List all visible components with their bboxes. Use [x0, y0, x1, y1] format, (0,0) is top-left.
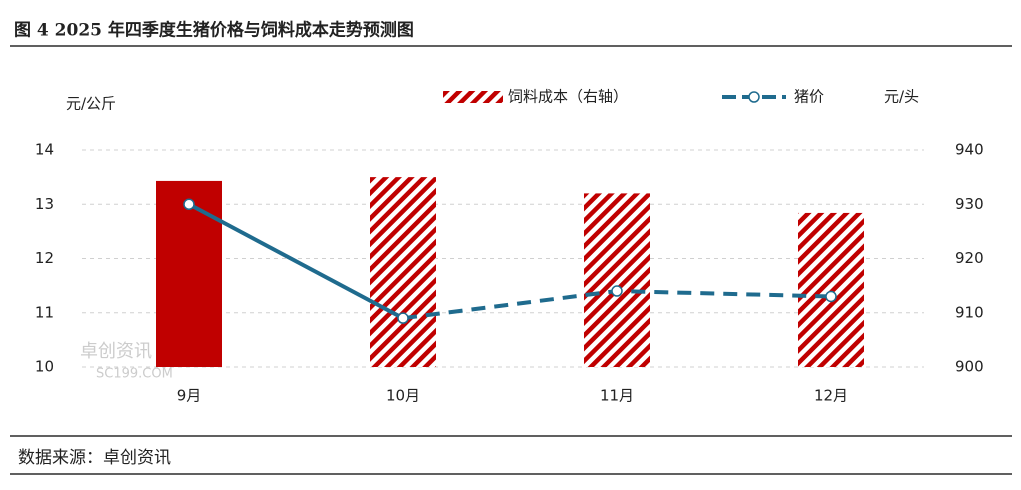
- x-tick-label: 11月: [600, 387, 634, 405]
- y2-tick-label: 930: [955, 195, 984, 213]
- y2-tick-label: 900: [955, 358, 984, 376]
- y-tick-label: 13: [35, 195, 54, 213]
- legend-label: 饲料成本（右轴）: [508, 88, 628, 106]
- bar: [370, 177, 436, 367]
- x-tick-label: 10月: [386, 387, 420, 405]
- y2-axis-label: 元/头: [884, 88, 919, 106]
- watermark: 卓创资讯: [80, 341, 152, 362]
- point: [611, 285, 623, 297]
- bar: [798, 212, 864, 367]
- x-tick-label: 9月: [177, 387, 202, 405]
- y-tick-label: 12: [35, 249, 54, 267]
- y2-tick-label: 910: [955, 303, 984, 321]
- y2-tick-label: 920: [955, 249, 984, 267]
- watermark: SC199.COM: [96, 367, 173, 382]
- bar: [584, 193, 650, 367]
- point: [183, 198, 195, 210]
- x-tick-label: 12月: [814, 387, 848, 405]
- bar: [156, 180, 222, 367]
- point: [825, 290, 837, 303]
- legend-swatch: [443, 91, 503, 103]
- source: 数据来源：卓创资讯: [18, 448, 171, 468]
- chart-title: 图 4 2025 年四季度生猪价格与饲料成本走势预测图: [14, 20, 414, 41]
- y2-tick-label: 940: [955, 141, 984, 159]
- y-tick-label: 11: [35, 303, 54, 321]
- legend-label: 猪价: [794, 88, 824, 106]
- line: [188, 202, 404, 320]
- y-tick-label: 14: [35, 141, 54, 159]
- y-axis-label: 元/公斤: [66, 95, 116, 113]
- y-tick-label: 10: [35, 358, 54, 376]
- legend-swatch: [748, 91, 760, 103]
- point: [397, 312, 409, 324]
